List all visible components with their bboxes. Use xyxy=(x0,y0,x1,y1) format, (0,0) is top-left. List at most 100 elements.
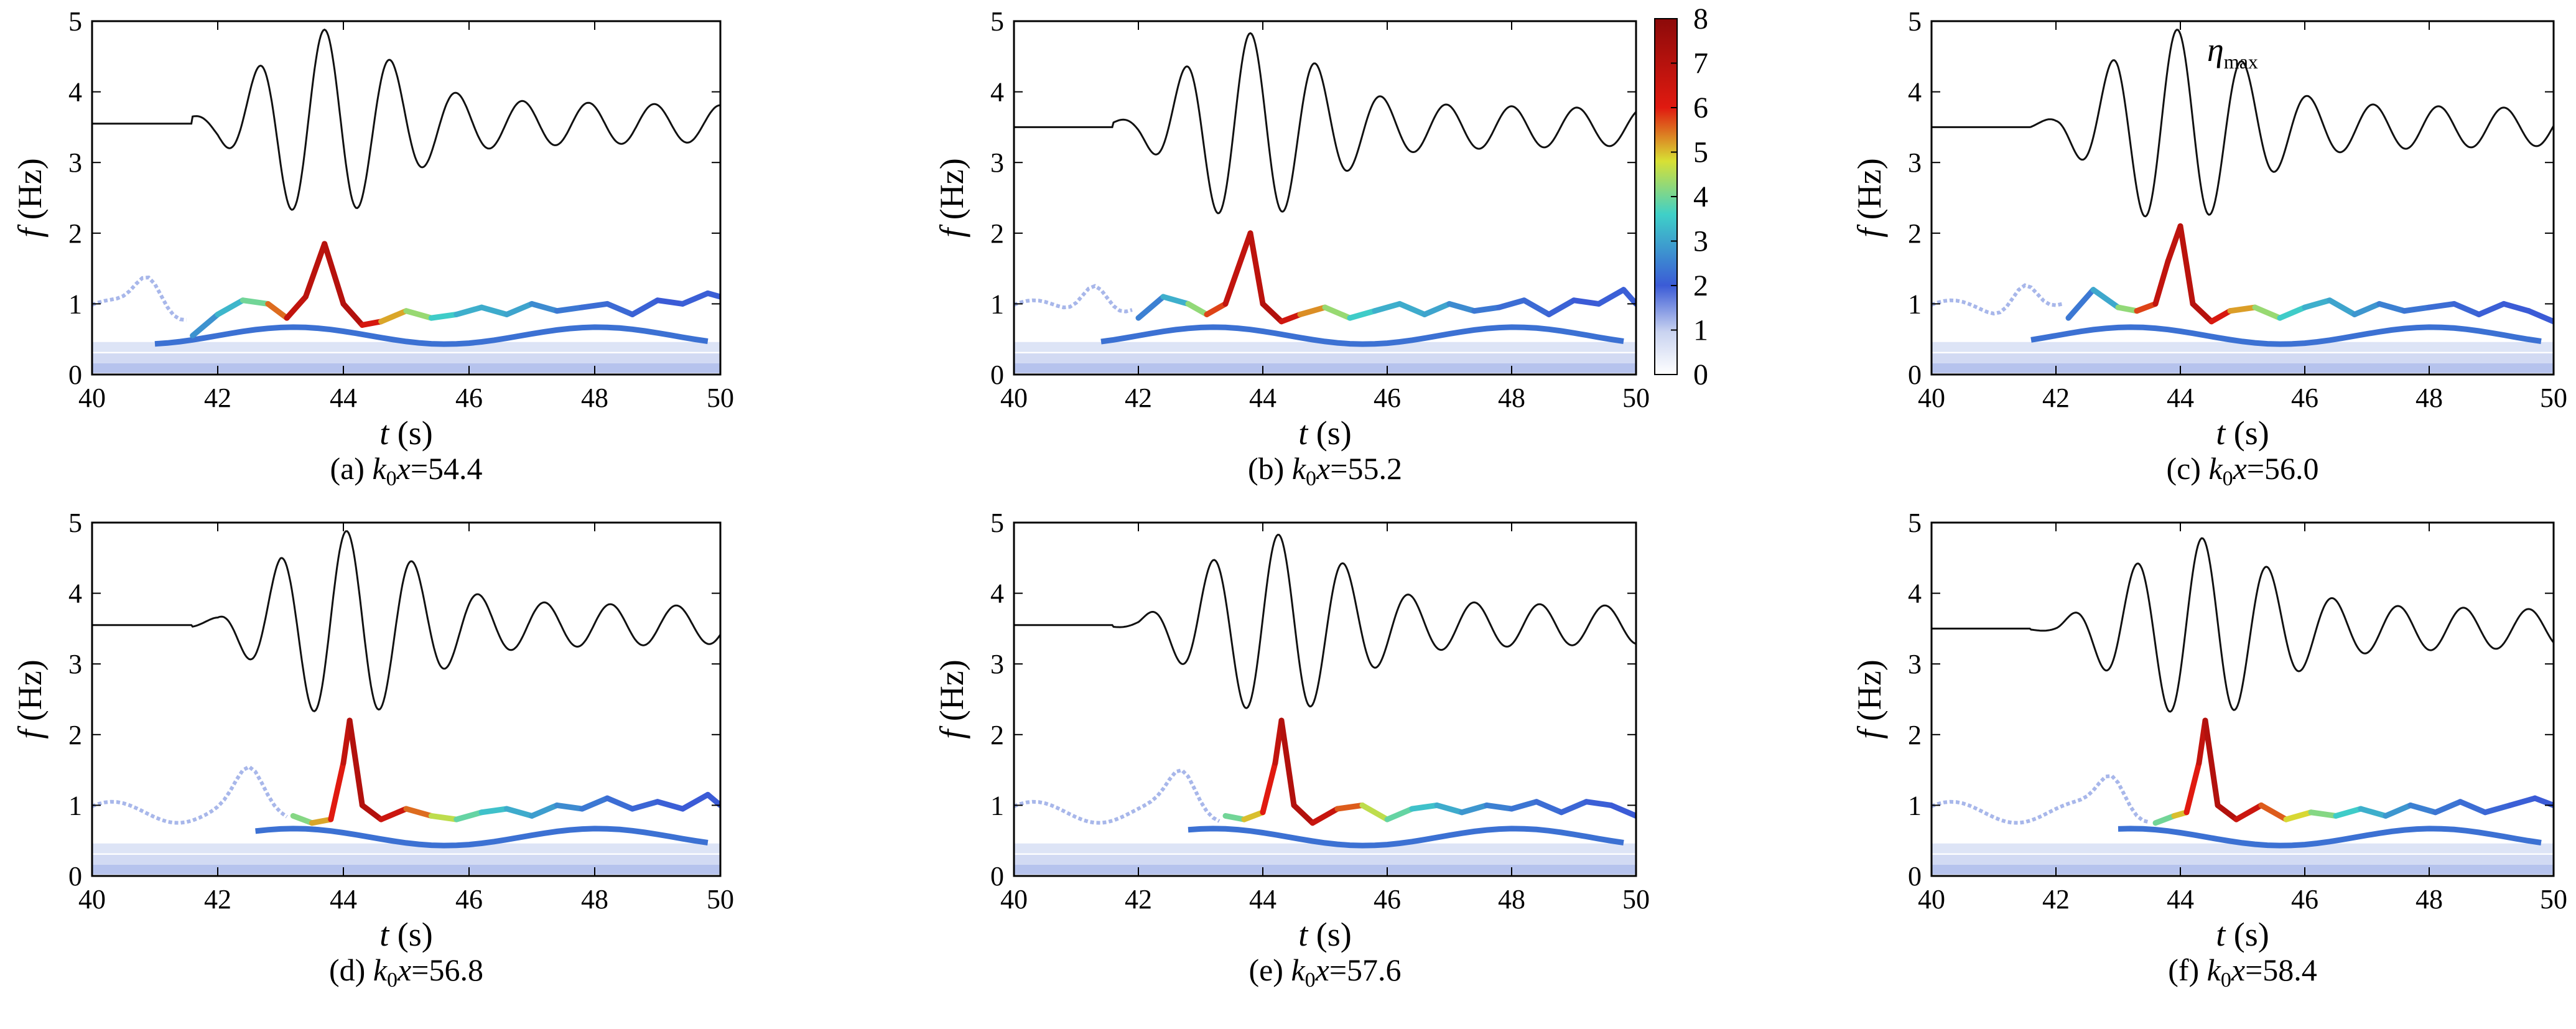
caption-k-subscript: 0 xyxy=(387,969,398,992)
x-axis-var: t xyxy=(1298,916,1309,953)
ridge-segment xyxy=(1583,799,1614,808)
secondary-ridge xyxy=(1188,826,1624,849)
x-axis-label: t (s) xyxy=(2216,916,2269,953)
caption-k-subscript: 0 xyxy=(1305,969,1316,992)
ridge-segment xyxy=(2252,304,2283,321)
ridge-segment xyxy=(1546,297,1577,317)
colorbar-tick-label: 0 xyxy=(1693,358,1708,391)
y-axis-unit: (Hz) xyxy=(1851,659,1888,729)
ridge-segment xyxy=(1620,287,1636,307)
y-tick-label: 5 xyxy=(68,6,82,37)
y-tick-label: 4 xyxy=(68,77,82,108)
caption-k-subscript: 0 xyxy=(2221,969,2231,992)
x-tick-label: 48 xyxy=(1498,884,1525,915)
x-tick-label: 42 xyxy=(2042,884,2070,915)
y-axis-unit: (Hz) xyxy=(11,158,49,228)
caption-label: (e) xyxy=(1248,952,1291,987)
ridge-segment xyxy=(2457,799,2488,816)
ridge-segment xyxy=(554,802,585,812)
ridge-segment xyxy=(1260,760,1278,816)
ridge-segment xyxy=(1297,304,1328,317)
x-tick-label: 40 xyxy=(78,884,106,915)
x-tick-label: 44 xyxy=(1249,884,1276,915)
y-tick-label: 2 xyxy=(68,218,82,249)
low-frequency-band xyxy=(1014,342,1636,352)
ridge-segment xyxy=(2090,287,2121,310)
x-tick-label: 46 xyxy=(1374,884,1401,915)
ridge-segment xyxy=(2401,304,2432,314)
ridge-segment xyxy=(1291,802,1316,826)
ridge-segment xyxy=(428,311,460,321)
y-axis-label: f (Hz) xyxy=(11,659,49,738)
x-tick-label: 44 xyxy=(330,383,357,413)
ridge-segment xyxy=(1596,287,1627,307)
ridge-segment xyxy=(1185,300,1210,317)
low-frequency-band xyxy=(92,363,720,373)
x-tick-label: 40 xyxy=(1000,884,1028,915)
x-tick-label: 40 xyxy=(1918,884,1945,915)
y-tick-label: 0 xyxy=(1908,861,1922,892)
plot-area xyxy=(1014,32,1636,373)
ridge-segment xyxy=(1222,266,1241,307)
y-tick-label: 5 xyxy=(1908,508,1922,538)
ridge-segment xyxy=(2202,717,2221,808)
ridge-segment xyxy=(2308,809,2339,819)
ridge-segment xyxy=(2327,297,2358,317)
ridge-segment xyxy=(190,311,221,339)
caption-label: (b) xyxy=(1248,451,1292,486)
y-axis-label: f (Hz) xyxy=(933,659,970,738)
surface-elevation-line xyxy=(1932,29,2554,218)
surface-elevation-line xyxy=(1014,534,1636,709)
ridge-segment xyxy=(453,809,485,822)
caption-x: x xyxy=(2233,451,2247,486)
ridge-segment xyxy=(2482,802,2513,816)
colorbar-tick-label: 3 xyxy=(1693,225,1708,258)
ridge-segment xyxy=(239,297,271,307)
ridge-segment xyxy=(1347,308,1378,321)
faint-ridge xyxy=(92,764,288,825)
x-tick-label: 46 xyxy=(455,884,483,915)
colorbar-tick-label: 1 xyxy=(1693,314,1708,347)
caption-k-subscript: 0 xyxy=(2223,467,2233,490)
ridge-segment xyxy=(1309,806,1341,826)
x-axis-unit: (s) xyxy=(2225,414,2269,452)
ridge-segment xyxy=(340,300,365,328)
x-tick-label: 42 xyxy=(2042,383,2070,413)
low-frequency-band xyxy=(1014,854,1636,865)
colorbar-tick-label: 2 xyxy=(1693,269,1708,302)
ridge-segment xyxy=(1222,812,1247,822)
y-tick-label: 0 xyxy=(68,861,82,892)
y-tick-label: 2 xyxy=(68,720,82,750)
y-tick-label: 1 xyxy=(68,790,82,821)
ridge-segment xyxy=(1359,802,1390,822)
ridge-segment xyxy=(359,319,384,328)
y-tick-label: 2 xyxy=(1908,720,1922,750)
ridge-segment xyxy=(290,812,315,826)
caption-k-subscript: 0 xyxy=(1306,467,1316,490)
ridge-segment xyxy=(2426,300,2457,310)
caption-label: (a) xyxy=(330,451,372,486)
x-tick-label: 50 xyxy=(2540,383,2567,413)
axes-frame xyxy=(1013,521,1637,877)
x-tick-label: 40 xyxy=(1000,383,1028,413)
panel-caption: (a) k0x=54.4 xyxy=(330,451,482,490)
caption-k: k xyxy=(373,952,388,987)
secondary-ridge xyxy=(2030,324,2542,347)
caption-value: =54.4 xyxy=(411,451,483,486)
x-axis-var: t xyxy=(379,916,390,953)
ridge-segment xyxy=(579,300,610,310)
x-tick-label: 48 xyxy=(581,884,608,915)
y-tick-label: 0 xyxy=(1908,360,1922,390)
y-tick-label: 5 xyxy=(68,508,82,538)
axes-frame xyxy=(1930,521,2555,877)
ridge-segment xyxy=(679,791,711,812)
caption-label: (d) xyxy=(329,952,373,987)
x-axis-unit: (s) xyxy=(2225,916,2269,953)
ridge-segment xyxy=(2333,806,2364,819)
caption-k: k xyxy=(1291,952,1305,987)
y-axis-label: f (Hz) xyxy=(933,158,970,237)
y-axis-unit: (Hz) xyxy=(933,158,970,228)
